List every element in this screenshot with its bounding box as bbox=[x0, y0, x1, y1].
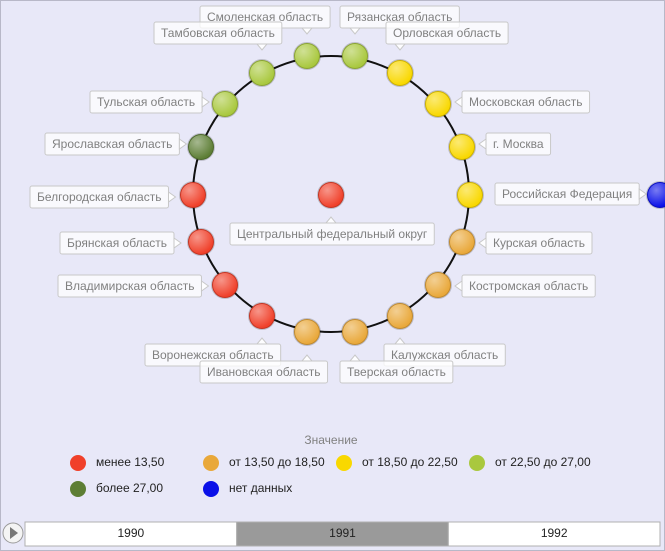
node-shine bbox=[250, 61, 274, 85]
callout-pointer bbox=[255, 43, 269, 51]
callout: Московская область bbox=[454, 90, 591, 114]
node-shine bbox=[189, 135, 213, 159]
callout: Белгородская область bbox=[29, 185, 177, 209]
node-shine bbox=[319, 183, 343, 207]
callout-pointer bbox=[348, 354, 362, 362]
callout-label: Брянская область bbox=[67, 236, 167, 250]
callout: Российская Федерация bbox=[494, 182, 648, 206]
callout-pointer bbox=[454, 280, 463, 292]
callout-pointer bbox=[454, 96, 463, 108]
node-shine bbox=[250, 304, 274, 328]
callout: Тульская область bbox=[89, 90, 210, 114]
callout-pointer bbox=[200, 280, 210, 292]
callout-pointer bbox=[300, 27, 314, 35]
node-shine bbox=[343, 44, 367, 68]
node-shine bbox=[295, 320, 319, 344]
callout-label: Калужская область bbox=[391, 348, 498, 362]
node-shine bbox=[213, 273, 237, 297]
legend-swatch bbox=[469, 455, 485, 471]
callout-pointer bbox=[255, 337, 269, 345]
callout: г. Москва bbox=[478, 132, 552, 156]
callout-label: Московская область bbox=[469, 95, 583, 109]
callout-pointer bbox=[167, 191, 177, 203]
node-shine bbox=[295, 44, 319, 68]
callout-label: Владимирская область bbox=[65, 279, 194, 293]
callout-box bbox=[153, 21, 283, 45]
callout: Тамбовская область bbox=[153, 21, 283, 51]
callout-label: Воронежская область bbox=[152, 348, 274, 362]
callout-label: Тульская область bbox=[97, 95, 195, 109]
callout-pointer bbox=[173, 237, 182, 249]
node-shine bbox=[189, 230, 213, 254]
legend-label: нет данных bbox=[229, 481, 292, 495]
node-shine bbox=[450, 135, 474, 159]
callout-label: Белгородская область bbox=[37, 190, 161, 204]
legend-swatch bbox=[203, 481, 219, 497]
callout: Тверская область bbox=[339, 354, 454, 384]
callout: Владимирская область bbox=[57, 274, 210, 298]
node-shine bbox=[388, 304, 412, 328]
callout-pointer bbox=[393, 43, 407, 51]
legend-swatch bbox=[70, 455, 86, 471]
callout: Орловская область bbox=[385, 21, 509, 51]
node-shine bbox=[343, 320, 367, 344]
node-shine bbox=[450, 230, 474, 254]
callout-pointer bbox=[393, 337, 407, 345]
callout-pointer bbox=[178, 138, 188, 150]
legend-label: более 27,00 bbox=[96, 481, 163, 495]
callout-box bbox=[385, 21, 509, 45]
timeline-segment[interactable] bbox=[236, 521, 449, 547]
callout: Ивановская область bbox=[199, 354, 329, 384]
timeline-label: 1992 bbox=[541, 526, 568, 540]
callout-pointer bbox=[478, 237, 487, 249]
callout-label: Ярославская область bbox=[52, 137, 172, 151]
node-shine bbox=[181, 183, 205, 207]
legend-label: от 22,50 до 27,00 bbox=[495, 455, 591, 469]
callout-label: Смоленская область bbox=[207, 10, 323, 24]
node-shine bbox=[426, 273, 450, 297]
callout-pointer bbox=[348, 27, 362, 35]
callout-box bbox=[199, 360, 329, 384]
node-shine bbox=[213, 92, 237, 116]
callout-pointer bbox=[300, 354, 314, 362]
legend-label: менее 13,50 bbox=[96, 455, 165, 469]
callout-label: г. Москва bbox=[493, 137, 544, 151]
node-shine bbox=[648, 183, 665, 207]
timeline-label: 1991 bbox=[329, 526, 356, 540]
callout-label: Тамбовская область bbox=[161, 26, 275, 40]
callout-label: Костромская область bbox=[469, 279, 588, 293]
callout-label: Российская Федерация bbox=[502, 187, 632, 201]
timeline-label: 1990 bbox=[117, 526, 144, 540]
callout-box bbox=[339, 360, 454, 384]
legend-swatch bbox=[70, 481, 86, 497]
legend-label: от 18,50 до 22,50 bbox=[362, 455, 458, 469]
callout: Брянская область bbox=[59, 231, 182, 255]
callout-pointer bbox=[478, 138, 487, 150]
callout: Центральный федеральный округ bbox=[229, 216, 435, 246]
node-shine bbox=[458, 183, 482, 207]
callout-pointer bbox=[324, 216, 338, 224]
node-shine bbox=[426, 92, 450, 116]
callout: Ярославская область bbox=[44, 132, 188, 156]
legend-title: Значение bbox=[304, 433, 358, 447]
legend-swatch bbox=[203, 455, 219, 471]
callout-label: Ивановская область bbox=[207, 365, 321, 379]
node-shine bbox=[388, 61, 412, 85]
callout-label: Тверская область bbox=[347, 365, 446, 379]
callout-pointer bbox=[638, 188, 648, 200]
legend-label: от 13,50 до 18,50 bbox=[229, 455, 325, 469]
callout-label: Центральный федеральный округ bbox=[237, 227, 428, 241]
callout: Костромская область bbox=[454, 274, 596, 298]
callout: Курская область bbox=[478, 231, 593, 255]
callout-label: Орловская область bbox=[393, 26, 501, 40]
callout-label: Рязанская область bbox=[347, 10, 452, 24]
timeline-segment[interactable] bbox=[447, 521, 661, 547]
play-icon bbox=[10, 527, 18, 539]
timeline-segment[interactable] bbox=[24, 521, 238, 547]
callout-label: Курская область bbox=[493, 236, 585, 250]
callout-pointer bbox=[201, 96, 210, 108]
legend-swatch bbox=[336, 455, 352, 471]
